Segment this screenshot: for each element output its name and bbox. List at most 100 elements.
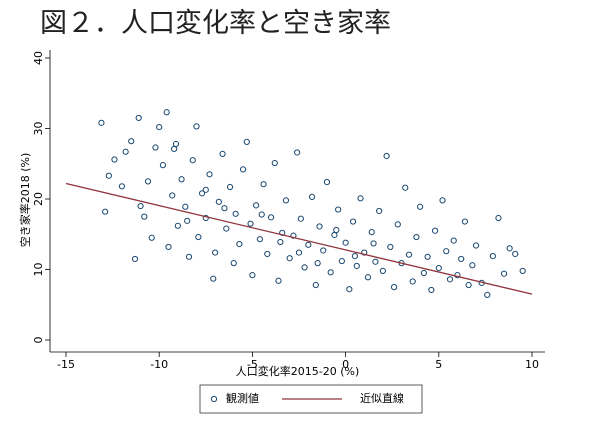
- point: [128, 138, 135, 145]
- point: [506, 245, 513, 252]
- point: [111, 156, 118, 163]
- point: [323, 178, 331, 186]
- point: [172, 140, 180, 148]
- point: [174, 222, 181, 229]
- point: [144, 178, 152, 185]
- point: [193, 123, 200, 130]
- point: [189, 157, 196, 164]
- point: [320, 247, 327, 254]
- point: [305, 241, 312, 248]
- point: [184, 217, 191, 224]
- point: [370, 240, 377, 247]
- point: [271, 159, 278, 167]
- point: [219, 150, 226, 157]
- point: [195, 233, 202, 241]
- point: [221, 205, 228, 212]
- point: [383, 152, 390, 160]
- point: [178, 176, 185, 183]
- point: [461, 218, 468, 225]
- point: [258, 211, 265, 218]
- point: [163, 109, 170, 116]
- point: [131, 255, 139, 263]
- point: [137, 202, 144, 210]
- point: [243, 138, 250, 145]
- chart-title: 図２．人口変化率と空き家率: [40, 8, 391, 39]
- point: [394, 221, 401, 228]
- point: [159, 162, 167, 169]
- y-tick-label: 30: [32, 122, 45, 136]
- point: [314, 260, 321, 267]
- point: [198, 190, 206, 197]
- point: [335, 206, 342, 213]
- point: [232, 210, 239, 217]
- point: [387, 243, 394, 251]
- legend-label: 近似直線: [360, 391, 404, 405]
- point: [169, 192, 176, 199]
- fit-line: [65, 182, 533, 295]
- point: [264, 250, 271, 258]
- point: [454, 272, 461, 279]
- x-tick-label: 0: [342, 358, 349, 371]
- point: [308, 193, 316, 200]
- point: [413, 233, 420, 241]
- point: [206, 171, 213, 178]
- point: [260, 181, 267, 188]
- point: [446, 276, 454, 283]
- point: [290, 232, 297, 239]
- point: [226, 183, 234, 191]
- point: [368, 229, 375, 236]
- point: [390, 284, 398, 291]
- point: [338, 257, 345, 265]
- y-tick-label: 0: [32, 337, 45, 344]
- point: [327, 269, 334, 276]
- point: [512, 250, 519, 258]
- point: [379, 267, 386, 275]
- point: [212, 249, 219, 256]
- point: [472, 242, 480, 249]
- point: [294, 149, 301, 156]
- point: [342, 239, 349, 246]
- point: [253, 202, 260, 209]
- point: [277, 238, 284, 246]
- x-tick-label: 5: [435, 358, 442, 371]
- point: [405, 251, 413, 258]
- point: [171, 145, 178, 153]
- y-axis-label: 空き家率2018 (%): [18, 153, 32, 248]
- point: [443, 248, 450, 255]
- point: [286, 255, 293, 262]
- point: [295, 249, 303, 256]
- point: [376, 207, 383, 215]
- x-axis-label: 人口変化率2015-20 (%): [236, 364, 360, 378]
- point: [312, 281, 319, 289]
- point: [202, 186, 209, 193]
- point: [353, 262, 360, 270]
- x-tick-label: -5: [247, 358, 258, 371]
- point: [458, 255, 465, 263]
- x-tick-label: 10: [525, 358, 539, 371]
- legend-marker: [210, 395, 218, 403]
- y-tick-label: 20: [32, 192, 45, 206]
- point: [331, 231, 338, 239]
- point: [495, 214, 502, 222]
- point: [215, 198, 222, 205]
- point: [372, 258, 379, 265]
- point: [182, 203, 189, 210]
- point: [361, 249, 368, 256]
- point: [469, 262, 476, 269]
- point: [364, 274, 372, 281]
- point: [484, 291, 491, 298]
- point: [247, 220, 254, 227]
- point: [402, 184, 409, 191]
- point: [435, 264, 442, 272]
- point: [267, 214, 275, 221]
- point: [275, 277, 282, 284]
- legend-box: [199, 384, 423, 414]
- point: [301, 264, 308, 271]
- point: [346, 286, 353, 293]
- point: [439, 197, 446, 204]
- point: [428, 286, 435, 294]
- point: [431, 227, 439, 234]
- point: [417, 203, 424, 210]
- point: [420, 269, 427, 277]
- point: [148, 234, 155, 241]
